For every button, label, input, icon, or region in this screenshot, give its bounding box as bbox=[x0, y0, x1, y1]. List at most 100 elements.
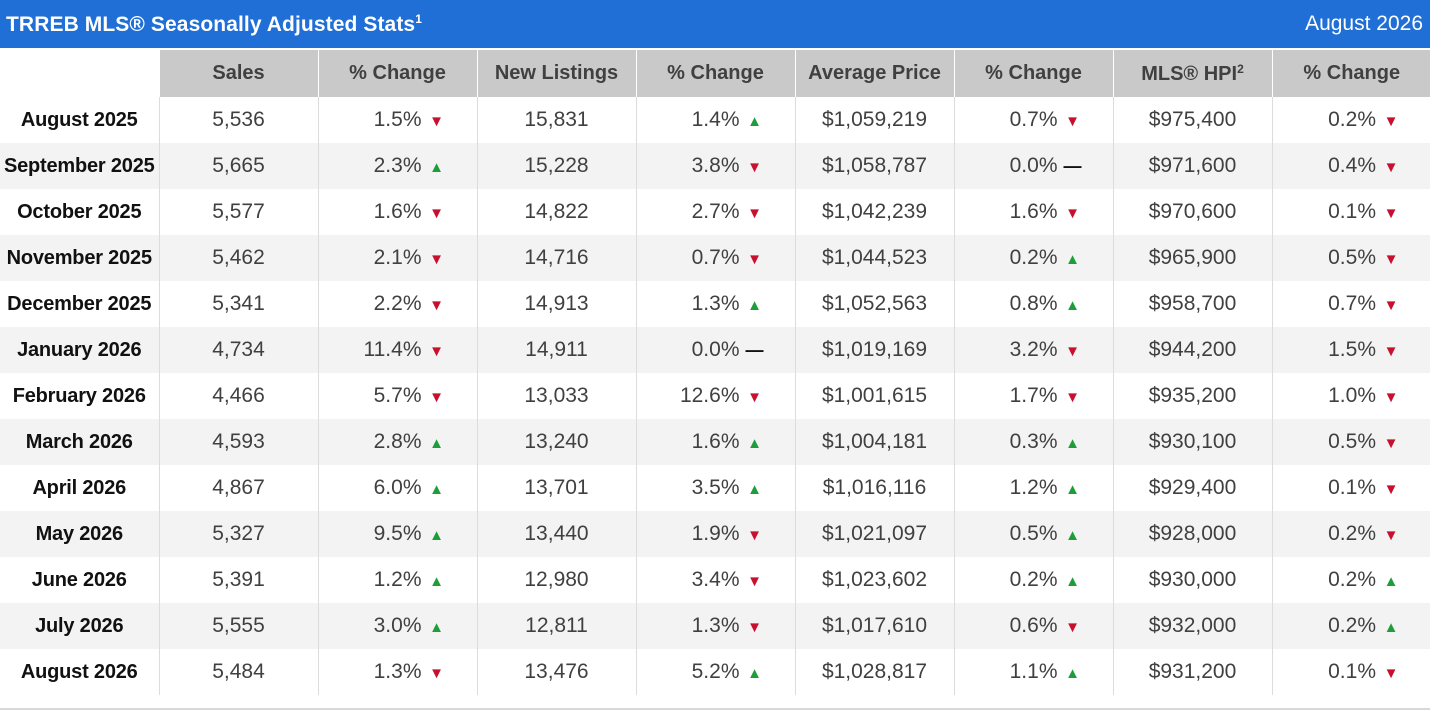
row-month: February 2026 bbox=[12, 384, 146, 407]
row-month: August 2025 bbox=[20, 108, 138, 131]
cell-hpi: $930,000 bbox=[1112, 557, 1272, 603]
cell-new-listings: 14,911 bbox=[476, 327, 636, 373]
cell-new-listings-change: 0.0% — bbox=[635, 327, 795, 373]
triangle-down-icon: ▼ bbox=[1383, 527, 1399, 544]
cell-hpi: $932,000 bbox=[1112, 603, 1272, 649]
cell-sales-change: 9.5% ▲ bbox=[317, 511, 477, 557]
triangle-down-icon: ▼ bbox=[747, 573, 762, 590]
triangle-up-icon: ▲ bbox=[1065, 435, 1080, 452]
triangle-up-icon: ▲ bbox=[429, 619, 444, 636]
row-month: October 2025 bbox=[17, 200, 142, 223]
table-row: June 2026 5,391 1.2% ▲ 12,980 3.4% ▼ $1,023,602… bbox=[0, 557, 1430, 603]
row-month: April 2026 bbox=[32, 476, 127, 499]
cell-sales: 5,462 bbox=[158, 235, 318, 281]
cell-hpi: $930,100 bbox=[1112, 419, 1272, 465]
triangle-up-icon: ▲ bbox=[1065, 481, 1080, 498]
cell-hpi: $928,000 bbox=[1112, 511, 1272, 557]
cell-new-listings: 14,822 bbox=[476, 189, 636, 235]
table-row: July 2026 5,555 3.0% ▲ 12,811 1.3% ▼ $1,017,610… bbox=[0, 603, 1430, 649]
cell-new-listings: 14,716 bbox=[476, 235, 636, 281]
cell-new-listings-change: 1.4% ▲ bbox=[635, 97, 795, 143]
cell-average-price-change: 3.2% ▼ bbox=[953, 327, 1113, 373]
triangle-up-icon: ▲ bbox=[1383, 619, 1399, 636]
cell-average-price: $1,019,169 bbox=[794, 327, 954, 373]
triangle-up-icon: ▲ bbox=[747, 435, 762, 452]
cell-hpi-change: 0.2% ▼ bbox=[1271, 511, 1430, 557]
triangle-down-icon: ▼ bbox=[1065, 389, 1080, 406]
row-month: March 2026 bbox=[0, 419, 159, 465]
cell-hpi: $929,400 bbox=[1112, 465, 1272, 511]
cell-new-listings: 15,228 bbox=[476, 143, 636, 189]
triangle-down-icon: ▼ bbox=[429, 665, 444, 682]
cell-hpi-change: 1.0% ▼ bbox=[1271, 373, 1430, 419]
triangle-down-icon: ▼ bbox=[429, 251, 444, 268]
cell-hpi: $965,900 bbox=[1112, 235, 1272, 281]
row-month: May 2026 bbox=[0, 511, 159, 557]
cell-sales: 5,665 bbox=[158, 143, 318, 189]
cell-sales: 5,536 bbox=[158, 97, 318, 143]
triangle-down-icon: ▼ bbox=[429, 343, 444, 360]
cell-sales: 5,555 bbox=[158, 603, 318, 649]
cell-hpi: $958,700 bbox=[1112, 281, 1272, 327]
cell-hpi-change: 0.5% ▼ bbox=[1271, 419, 1430, 465]
row-month: September 2025 bbox=[0, 143, 159, 189]
triangle-down-icon: ▼ bbox=[1383, 205, 1399, 222]
cell-hpi-change: 0.1% ▼ bbox=[1271, 649, 1430, 695]
column-header-sales-change: % Change bbox=[317, 50, 477, 97]
cell-new-listings: 13,033 bbox=[476, 373, 636, 419]
cell-new-listings: 14,913 bbox=[476, 281, 636, 327]
triangle-up-icon: ▲ bbox=[1065, 251, 1080, 268]
table-row: October 2025 5,577 1.6% ▼ 14,822 2.7% ▼ $1,042,… bbox=[0, 189, 1430, 235]
triangle-down-icon: ▼ bbox=[747, 619, 762, 636]
cell-sales: 4,466 bbox=[158, 373, 318, 419]
triangle-up-icon: ▲ bbox=[747, 297, 762, 314]
cell-hpi-change: 0.7% ▼ bbox=[1271, 281, 1430, 327]
triangle-up-icon: ▲ bbox=[1065, 297, 1080, 314]
cell-average-price: $1,021,097 bbox=[794, 511, 954, 557]
cell-hpi-change: 0.2% ▼ bbox=[1271, 97, 1430, 143]
cell-sales: 4,593 bbox=[158, 419, 318, 465]
cell-new-listings: 13,701 bbox=[476, 465, 636, 511]
cell-new-listings-change: 5.2% ▲ bbox=[635, 649, 795, 695]
stats-table: Sales % Change New Listings % Change Ave… bbox=[0, 50, 1430, 695]
triangle-down-icon: ▼ bbox=[429, 205, 444, 222]
cell-average-price-change: 0.5% ▲ bbox=[953, 511, 1113, 557]
cell-average-price: $1,001,615 bbox=[794, 373, 954, 419]
triangle-up-icon: ▲ bbox=[429, 527, 444, 544]
triangle-down-icon: ▼ bbox=[429, 113, 444, 130]
triangle-up-icon: ▲ bbox=[429, 481, 444, 498]
column-header-average-price: Average Price bbox=[794, 50, 954, 97]
table-bottom-border bbox=[0, 708, 1430, 710]
cell-average-price: $1,023,602 bbox=[794, 557, 954, 603]
page-title: TRREB MLS® Seasonally Adjusted Stats1 bbox=[6, 12, 422, 37]
page-title-text: TRREB MLS® Seasonally Adjusted Stats bbox=[6, 12, 416, 36]
triangle-down-icon: ▼ bbox=[1065, 343, 1080, 360]
cell-hpi-change: 1.5% ▼ bbox=[1271, 327, 1430, 373]
hpi-footnote-marker: 2 bbox=[1237, 61, 1244, 76]
table-row: August 2025 5,536 1.5% ▼ 15,831 1.4% ▲ $1,059,2… bbox=[0, 97, 1430, 143]
table-row: April 2026 4,867 6.0% ▲ 13,701 3.5% ▲ $1,016,11… bbox=[0, 465, 1430, 511]
cell-average-price: $1,058,787 bbox=[794, 143, 954, 189]
cell-average-price: $1,044,523 bbox=[794, 235, 954, 281]
triangle-up-icon: ▲ bbox=[429, 435, 444, 452]
triangle-down-icon: ▼ bbox=[429, 297, 444, 314]
triangle-down-icon: ▼ bbox=[747, 159, 762, 176]
cell-sales: 5,484 bbox=[158, 649, 318, 695]
column-header-average-price-change: % Change bbox=[953, 50, 1113, 97]
triangle-down-icon: ▼ bbox=[1383, 159, 1399, 176]
cell-average-price: $1,059,219 bbox=[794, 97, 954, 143]
row-month: November 2025 bbox=[0, 235, 159, 281]
cell-average-price: $1,028,817 bbox=[794, 649, 954, 695]
cell-new-listings-change: 1.3% ▲ bbox=[635, 281, 795, 327]
dash-icon: — bbox=[745, 340, 764, 360]
cell-new-listings-change: 12.6% ▼ bbox=[635, 373, 795, 419]
cell-average-price: $1,052,563 bbox=[794, 281, 954, 327]
triangle-up-icon: ▲ bbox=[747, 665, 762, 682]
triangle-down-icon: ▼ bbox=[1383, 435, 1399, 452]
cell-new-listings-change: 3.5% ▲ bbox=[635, 465, 795, 511]
triangle-down-icon: ▼ bbox=[1065, 619, 1080, 636]
cell-hpi: $935,200 bbox=[1112, 373, 1272, 419]
cell-average-price-change: 0.6% ▼ bbox=[953, 603, 1113, 649]
cell-sales: 5,341 bbox=[158, 281, 318, 327]
cell-new-listings-change: 1.6% ▲ bbox=[635, 419, 795, 465]
